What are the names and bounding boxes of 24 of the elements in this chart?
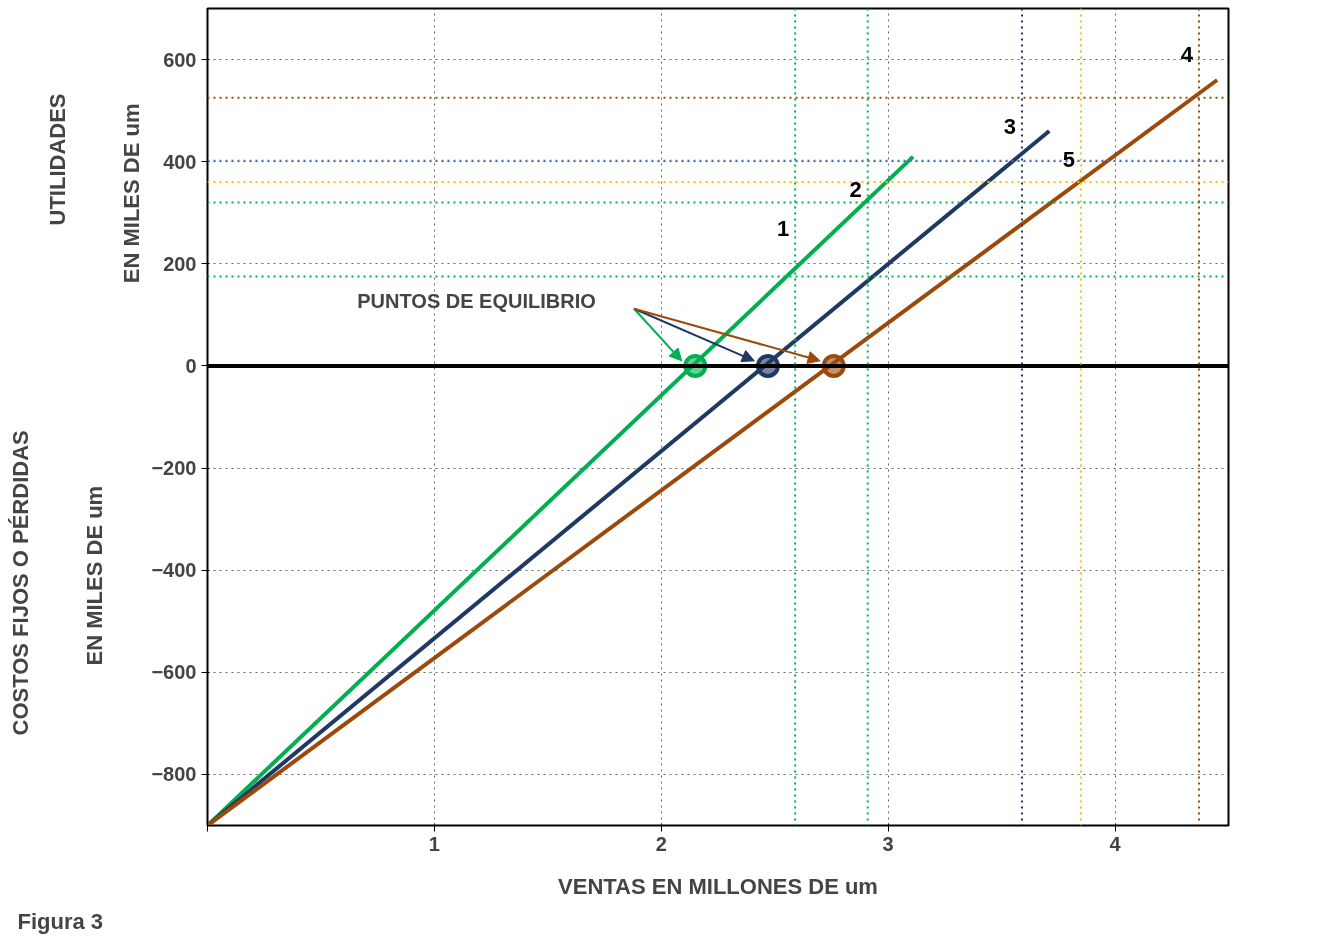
text: EN MILES DE um [118, 103, 144, 284]
x-tick-label: 3 [882, 832, 894, 855]
y-tick-label: −600 [151, 661, 197, 684]
x-tick-label: 2 [655, 832, 667, 855]
x-tick-label: 1 [428, 832, 440, 855]
text: Figura 3 [17, 908, 104, 934]
y-tick-label: 600 [163, 48, 197, 71]
annotation: PUNTOS DE EQUILIBRIO [357, 289, 596, 312]
annotation: 2 [849, 177, 862, 203]
x-tick-label: 4 [1109, 832, 1122, 855]
y-tick-label: −200 [151, 457, 197, 480]
x-axis-title: VENTAS EN MILLONES DE um [558, 873, 878, 899]
y-tick-label: 200 [163, 252, 197, 275]
annotation: 1 [776, 215, 790, 241]
text: EN MILES DE um [81, 485, 107, 666]
text: COSTOS FIJOS O PÉRDIDAS [7, 430, 33, 736]
annotation: 5 [1062, 146, 1076, 172]
y-tick-label: −800 [151, 763, 197, 786]
y-tick-label: 400 [163, 150, 197, 173]
text: UTILIDADES [44, 93, 70, 226]
y-tick-label: −400 [151, 559, 197, 582]
annotation: 3 [1003, 113, 1017, 139]
y-tick-label: 0 [185, 354, 197, 377]
annotation: 4 [1180, 42, 1194, 68]
